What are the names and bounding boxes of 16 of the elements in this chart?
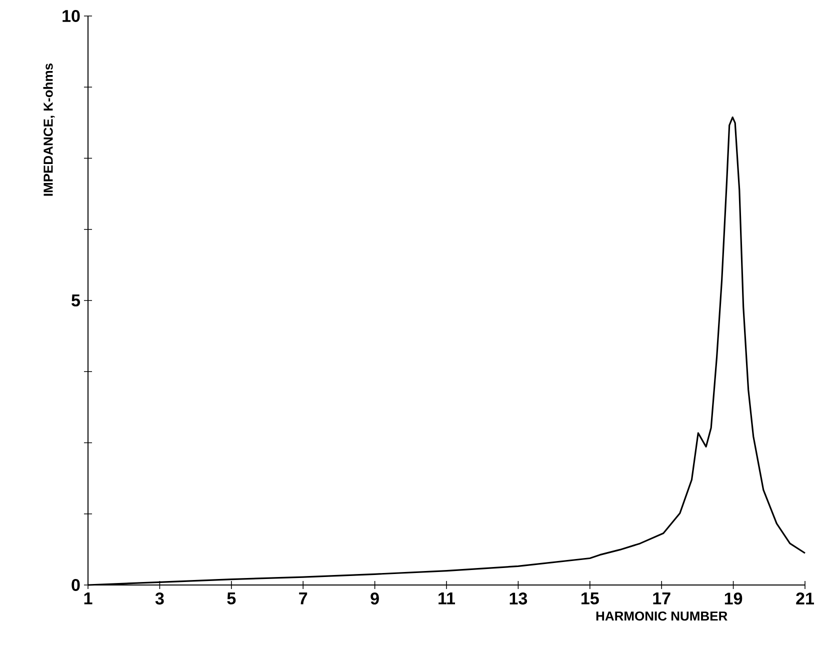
y-tick-label: 5 [72,294,80,306]
x-tick-label: 1 [84,592,92,604]
x-tick-label: 3 [155,592,164,605]
x-tick-label: 11 [438,592,456,604]
x-tick-label: 9 [370,592,379,605]
x-tick-label: 19 [724,592,742,605]
x-axis-title: HARMONIC NUMBER [596,611,728,621]
y-axis-title: IMPEDANCE, K-ohms [43,64,55,196]
y-tick-label: 0 [72,578,80,592]
x-tick-label: 17 [653,592,670,604]
x-tick-label: 5 [227,592,236,604]
x-tick-label: 15 [582,592,599,604]
y-tick-label: 10 [62,10,80,22]
x-tick-label: 21 [796,592,814,604]
x-tick-label: 7 [299,592,308,604]
x-tick-label: 13 [510,592,528,605]
